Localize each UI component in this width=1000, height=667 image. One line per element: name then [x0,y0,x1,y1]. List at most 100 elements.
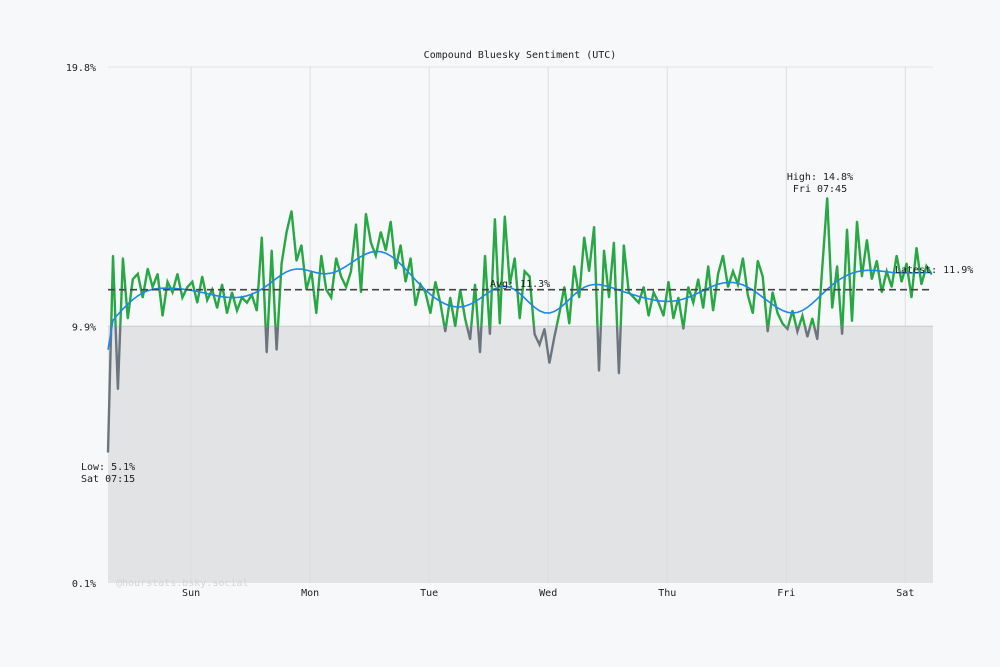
data-point [598,369,600,372]
data-point [513,257,516,260]
data-point [801,314,804,317]
data-point [732,270,734,273]
data-point [657,301,660,304]
data-point [330,296,333,299]
data-point [454,325,457,328]
data-point [588,270,591,273]
data-point [538,343,541,346]
watermark: @hourstats.bsky.social [116,578,248,589]
avg-label: Avg: 11.3% [490,279,550,290]
data-point [528,275,531,278]
data-point [781,322,784,325]
data-point [806,335,809,338]
data-point [355,223,357,226]
data-point [389,220,392,223]
data-point [751,312,754,315]
data-point [429,312,432,315]
data-point [915,246,918,249]
data-point [702,307,705,309]
data-point [404,280,407,283]
data-point [553,335,556,338]
data-point [662,314,665,317]
data-point [126,317,129,320]
data-point [741,257,744,260]
data-point [697,278,700,281]
data-point [320,254,323,257]
data-point [613,241,615,244]
data-point [141,296,144,299]
data-point [498,322,501,325]
data-point [270,249,273,252]
data-point [409,257,412,260]
data-point [875,259,878,262]
data-point [112,254,114,257]
data-point [384,249,387,252]
data-point [518,317,521,320]
data-point [811,317,814,320]
data-point [746,293,749,296]
data-point [548,362,551,364]
data-point [161,314,164,317]
data-point [617,372,620,375]
data-point [156,273,159,275]
data-point [786,328,789,330]
data-point [796,330,799,333]
data-point [861,275,863,278]
data-point [449,296,452,299]
data-point [905,262,908,265]
data-point [121,257,124,260]
data-point [444,330,447,333]
data-point [345,286,347,288]
data-point [727,286,729,288]
data-point [910,296,913,299]
data-point [206,299,209,302]
data-point [791,309,794,312]
data-point [414,304,417,307]
data-point [196,301,199,304]
data-point [245,301,248,304]
data-point [568,322,571,325]
data-point [295,259,298,262]
data-point [756,259,759,262]
x-tick-label: Wed [539,588,557,599]
data-point [469,338,471,341]
data-point [479,351,481,354]
data-point [593,225,595,228]
data-point [340,275,343,278]
data-point [821,267,824,270]
data-point [489,333,491,336]
data-point [280,262,283,265]
data-point [181,296,184,299]
data-point [260,236,263,239]
data-point [216,307,219,309]
data-point [608,296,610,299]
data-point [503,215,506,218]
data-point [325,288,328,291]
data-point [712,309,715,312]
x-tick-label: Mon [301,588,319,599]
data-point [558,312,561,315]
data-point [360,291,362,294]
data-point [870,278,873,281]
data-point [841,333,843,336]
data-point [369,241,372,244]
data-point [191,280,194,283]
data-point [221,283,223,286]
data-point [642,286,645,288]
data-point [707,265,710,267]
data-point [761,275,764,278]
high-time: Fri 07:45 [793,184,847,195]
data-point [667,280,670,283]
data-point [652,291,655,294]
data-point [890,286,893,288]
x-tick-label: Sat [896,588,914,599]
data-point [350,270,352,273]
data-point [493,218,496,220]
data-point [275,348,278,351]
data-point [131,278,134,281]
data-point [637,301,640,304]
data-point [563,286,566,288]
y-tick-label: 19.8% [66,63,96,74]
data-point [826,197,829,199]
